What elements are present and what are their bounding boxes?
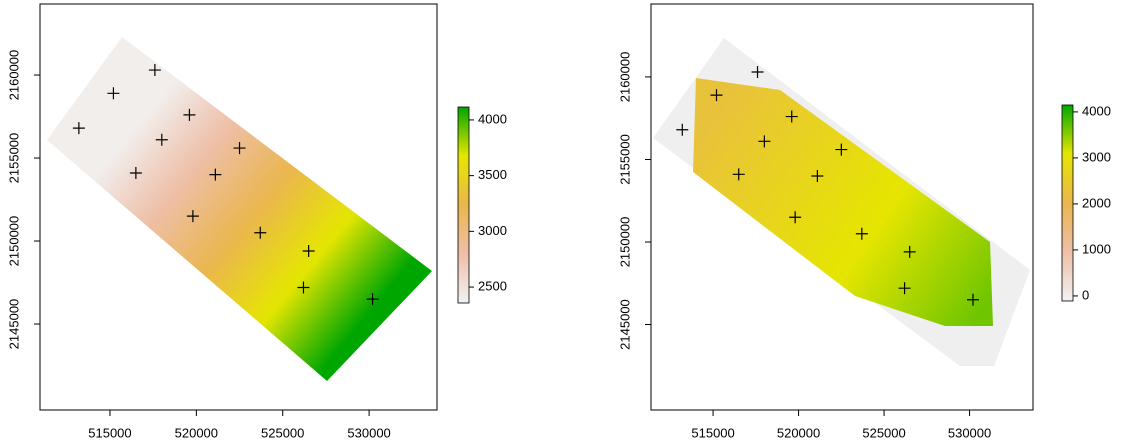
colorbar-tick-label: 3000 (1082, 149, 1111, 164)
colorbar-tick-label: 0 (1082, 287, 1089, 302)
colorbar-tick-label: 2000 (1082, 195, 1111, 210)
colorbar (458, 107, 469, 303)
y-tick-label: 2155000 (617, 134, 632, 185)
raster-surface (693, 78, 993, 326)
y-tick-label: 2145000 (6, 299, 21, 350)
colorbar (1062, 105, 1073, 301)
y-tick-label: 2155000 (6, 133, 21, 184)
x-tick-label: 525000 (862, 425, 905, 440)
x-tick-label: 520000 (777, 425, 820, 440)
y-tick-label: 2150000 (6, 216, 21, 267)
colorbar-tick-label: 1000 (1082, 241, 1111, 256)
x-tick-label: 530000 (347, 425, 390, 440)
x-tick-label: 515000 (691, 425, 734, 440)
colorbar-tick-label: 4000 (1082, 103, 1111, 118)
x-tick-label: 515000 (88, 425, 131, 440)
colorbar-tick-label: 3500 (478, 167, 507, 182)
colorbar-tick-label: 2500 (478, 279, 507, 294)
figure: 515000 520000 525000 530000 2145000 2150000 21… (0, 0, 1135, 446)
y-tick-label: 2150000 (617, 217, 632, 268)
x-tick-label: 520000 (175, 425, 218, 440)
raster-surface (47, 37, 432, 381)
y-tick-label: 2160000 (6, 50, 21, 101)
colorbar-tick-label: 3000 (478, 223, 507, 238)
colorbar-tick-label: 4000 (478, 111, 507, 126)
x-tick-label: 530000 (948, 425, 991, 440)
y-tick-label: 2160000 (617, 52, 632, 103)
x-tick-label: 525000 (261, 425, 304, 440)
y-tick-label: 2145000 (617, 299, 632, 350)
